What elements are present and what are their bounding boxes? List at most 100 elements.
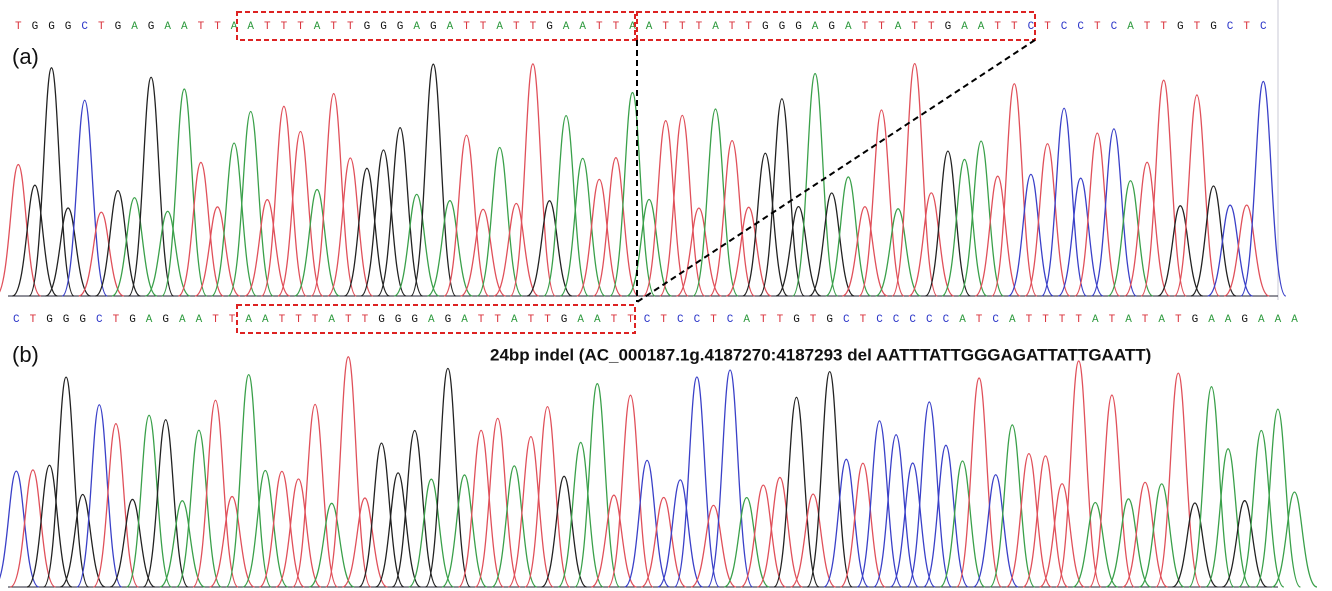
peak: [1156, 373, 1201, 587]
peak: [1089, 395, 1134, 587]
base: C: [1028, 21, 1035, 33]
base: A: [563, 21, 570, 33]
base: A: [812, 21, 819, 33]
base: G: [148, 21, 155, 33]
base: C: [992, 314, 999, 326]
base: T: [494, 314, 501, 326]
base: A: [594, 314, 601, 326]
base: T: [528, 314, 535, 326]
base: G: [79, 314, 86, 326]
base: G: [795, 21, 802, 33]
peak: [577, 179, 622, 296]
base: A: [413, 21, 420, 33]
peak: [492, 466, 537, 587]
base: C: [1227, 21, 1234, 33]
peak: [907, 402, 952, 587]
peak: [1042, 108, 1087, 296]
base: T: [662, 21, 669, 33]
peak: [992, 84, 1037, 296]
base: T: [777, 314, 784, 326]
base: T: [1109, 314, 1116, 326]
base: A: [262, 314, 269, 326]
peak: [1025, 144, 1070, 296]
peak: [774, 397, 819, 587]
peak: [176, 430, 221, 587]
peak: [957, 378, 1002, 587]
base: T: [362, 314, 369, 326]
base: G: [48, 21, 55, 33]
base: A: [428, 314, 435, 326]
base: T: [297, 21, 304, 33]
base: A: [511, 314, 518, 326]
peak: [475, 418, 520, 587]
peak: [444, 135, 489, 296]
peak: [228, 112, 273, 296]
peak: [691, 505, 736, 587]
base: T: [1059, 314, 1066, 326]
base: A: [1092, 314, 1099, 326]
peak: [212, 143, 257, 296]
base: T: [611, 314, 618, 326]
base: T: [295, 314, 302, 326]
base: A: [146, 314, 153, 326]
base: A: [1158, 314, 1165, 326]
peak: [1023, 456, 1068, 587]
peak: [643, 121, 688, 296]
base: T: [860, 314, 867, 326]
peak: [544, 116, 589, 296]
base: A: [845, 21, 852, 33]
base: T: [976, 314, 983, 326]
peak: [508, 437, 553, 587]
base: G: [380, 21, 387, 33]
base: C: [96, 314, 103, 326]
base: T: [994, 21, 1001, 33]
base: G: [826, 314, 833, 326]
peak: [226, 375, 271, 587]
base: A: [447, 21, 454, 33]
base: A: [461, 314, 468, 326]
base: A: [496, 21, 503, 33]
base: A: [1291, 314, 1298, 326]
base: T: [1175, 314, 1182, 326]
base: A: [743, 314, 750, 326]
base: G: [162, 314, 169, 326]
peak: [29, 68, 74, 296]
sequence-segment: CTGGGCTGAGAATT: [13, 314, 236, 326]
base: G: [32, 21, 39, 33]
base: G: [63, 314, 70, 326]
panel-label: (b): [12, 342, 39, 367]
base: A: [1258, 314, 1265, 326]
base: T: [1075, 314, 1082, 326]
base: G: [546, 21, 553, 33]
base: T: [198, 21, 205, 33]
peak: [558, 442, 603, 587]
base: G: [430, 21, 437, 33]
base: C: [1061, 21, 1068, 33]
base: C: [843, 314, 850, 326]
peak: [708, 370, 753, 587]
peak: [326, 357, 371, 587]
base: A: [131, 21, 138, 33]
base: C: [876, 314, 883, 326]
base: A: [1125, 314, 1132, 326]
base: T: [347, 21, 354, 33]
peak: [693, 109, 738, 296]
base: T: [1011, 21, 1018, 33]
peak: [178, 162, 223, 296]
base: C: [13, 314, 20, 326]
peak: [193, 400, 238, 587]
peak: [0, 471, 39, 587]
base: A: [646, 21, 653, 33]
peak: [1239, 431, 1284, 587]
base: T: [660, 314, 667, 326]
base: G: [1177, 21, 1184, 33]
sequence-segment: AATTTATTGGGAGATTATTGAATT: [245, 314, 634, 326]
base: T: [729, 21, 736, 33]
peak: [1141, 80, 1186, 296]
peak: [95, 191, 140, 296]
peak: [610, 93, 655, 296]
base: A: [179, 314, 186, 326]
peak: [459, 430, 504, 587]
base: T: [478, 314, 485, 326]
peak: [127, 415, 172, 587]
